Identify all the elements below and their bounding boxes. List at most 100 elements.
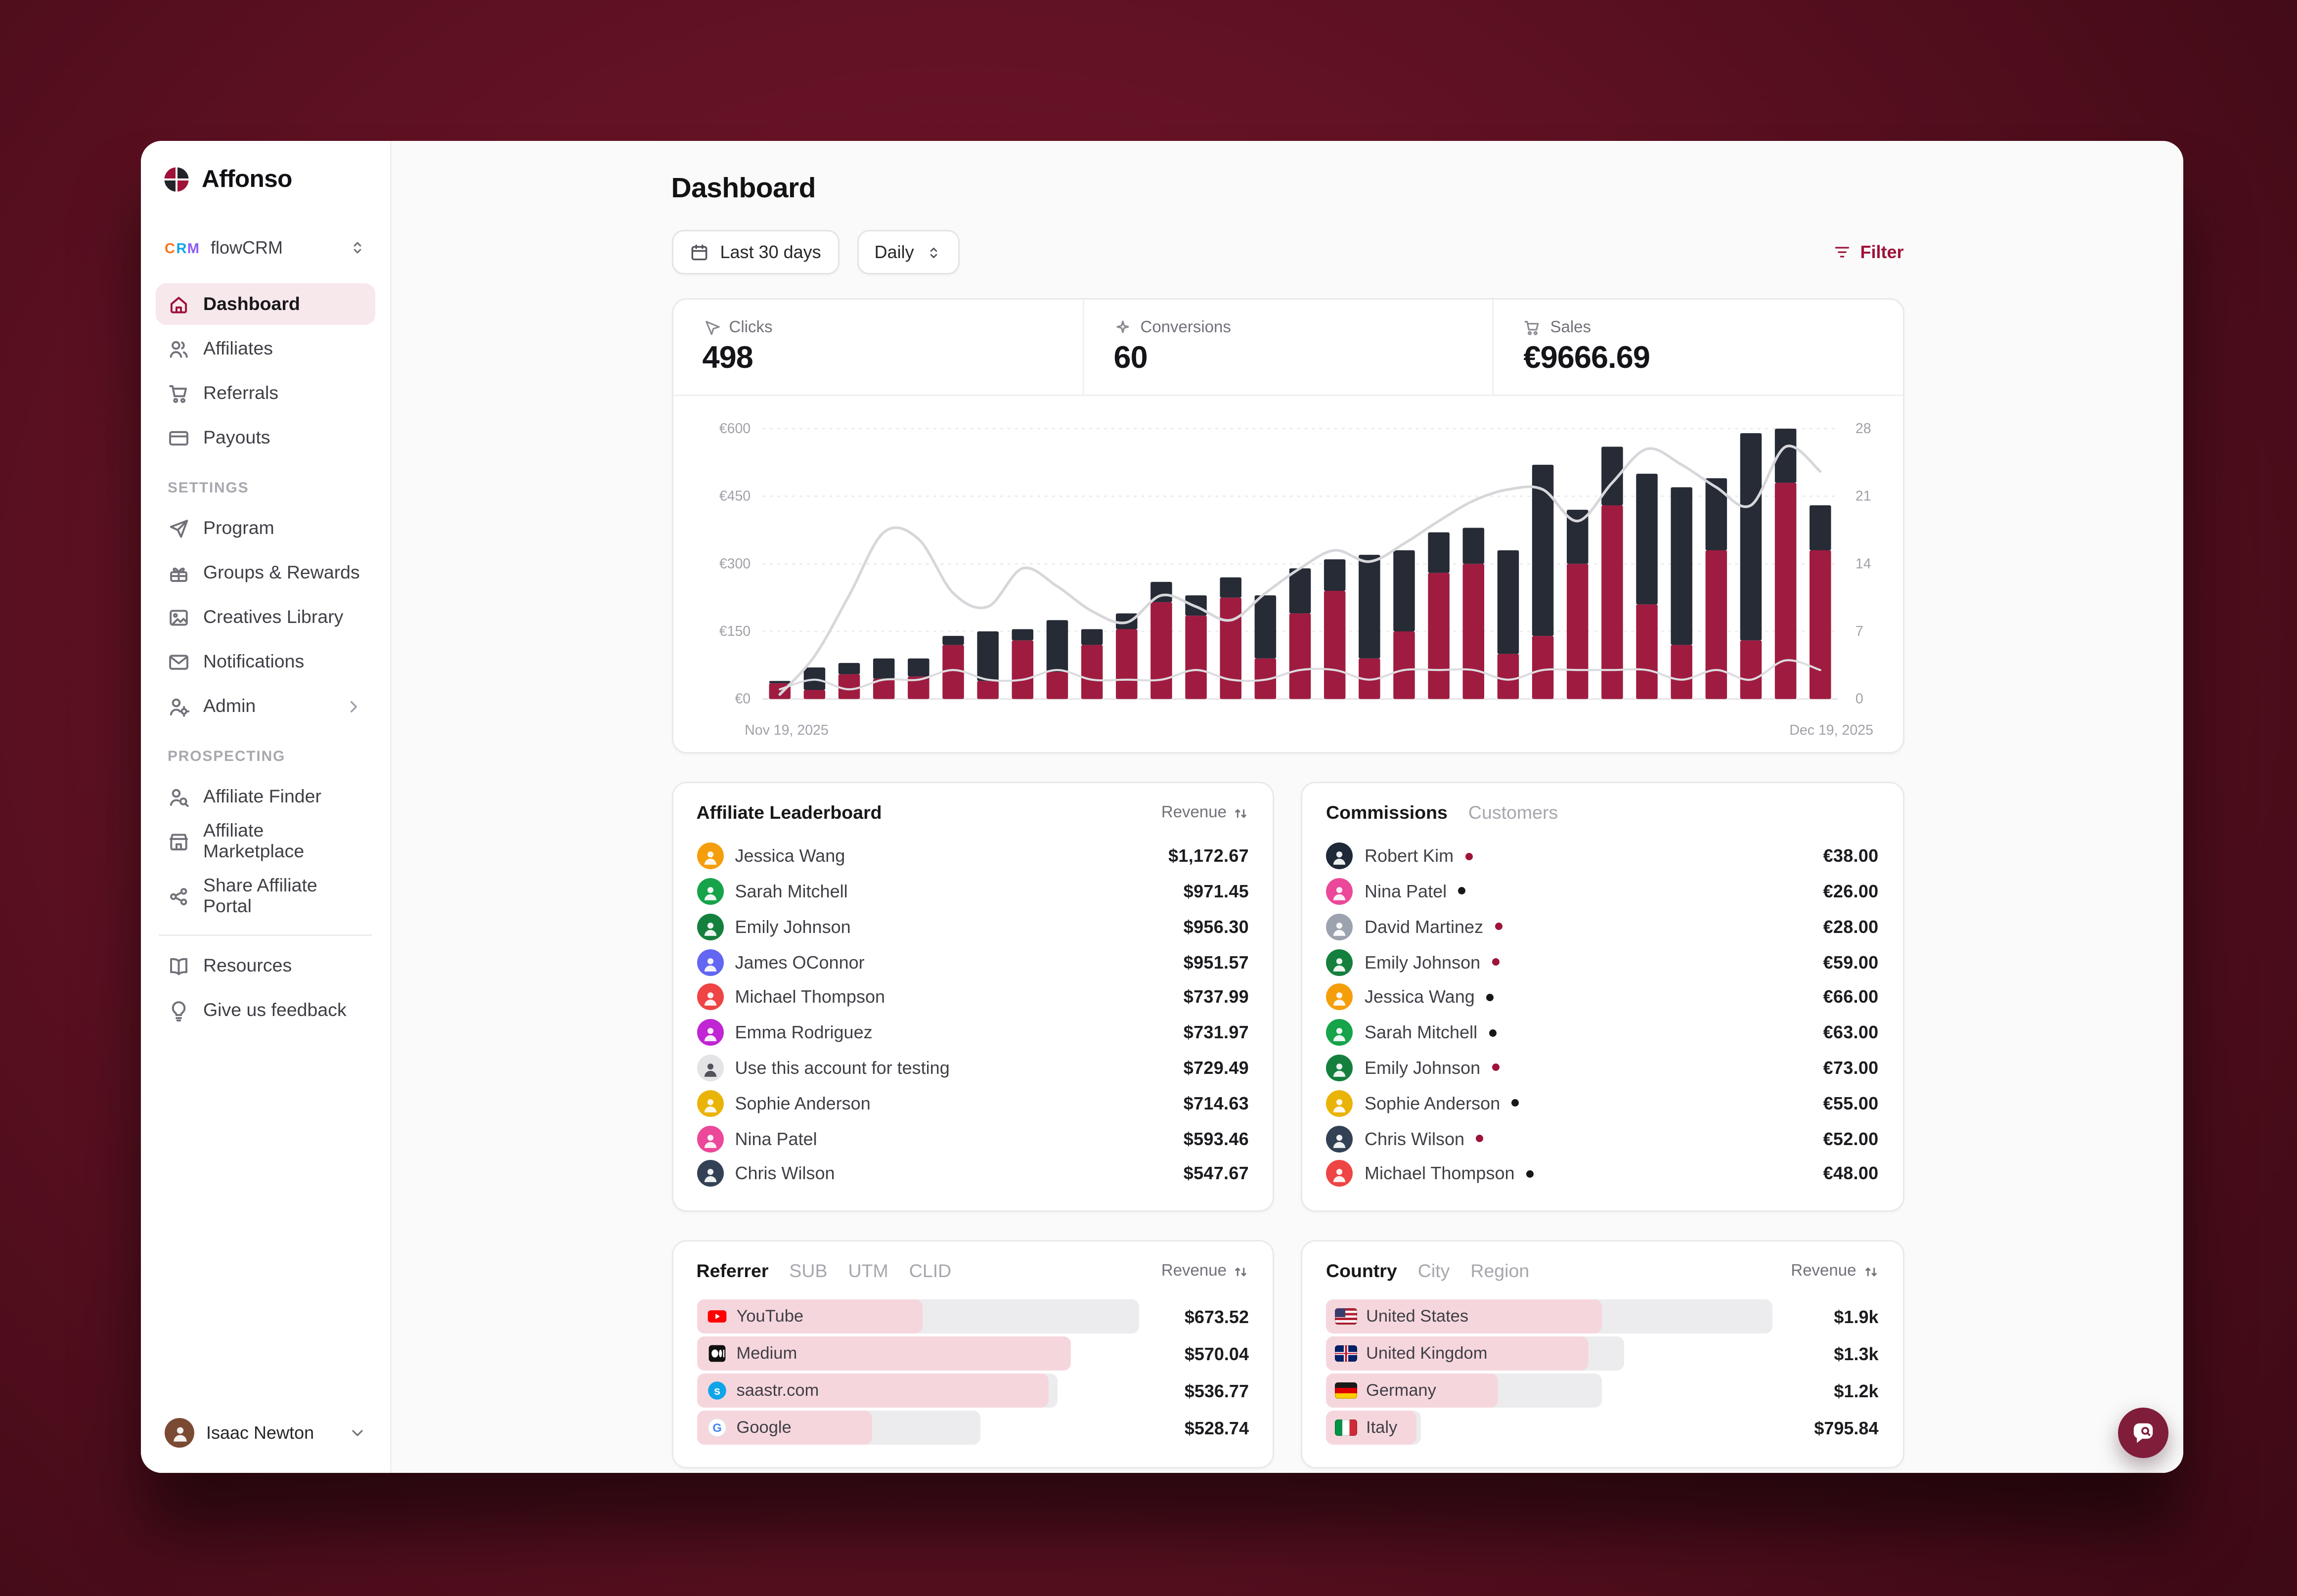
svg-text:R: R (177, 241, 187, 257)
sidebar-item[interactable]: Resources (156, 945, 375, 986)
granularity-label: Daily (874, 242, 914, 263)
commission-row[interactable]: Jessica Wang €66.00 (1326, 979, 1879, 1015)
commission-row[interactable]: Robert Kim €38.00 (1326, 839, 1879, 874)
card-tab[interactable]: UTM (848, 1261, 888, 1282)
user-menu[interactable]: Isaac Newton (156, 1411, 375, 1455)
svg-text:€300: €300 (718, 556, 750, 572)
leaderboard-row[interactable]: Emily Johnson $956.30 (696, 909, 1249, 944)
sidebar-item[interactable]: Program (156, 507, 375, 549)
country-row[interactable]: Italy $795.84 (1326, 1411, 1879, 1445)
bar-fill (1326, 1336, 1588, 1371)
sort-by-revenue[interactable]: Revenue (1791, 1263, 1878, 1281)
svg-text:€150: €150 (718, 623, 750, 639)
card-tab[interactable]: Country (1326, 1261, 1397, 1282)
leaderboard-row[interactable]: Emma Rodriguez $731.97 (696, 1015, 1249, 1050)
granularity-select[interactable]: Daily (856, 230, 960, 274)
sidebar-item[interactable]: Affiliates (156, 328, 375, 369)
country-row[interactable]: United States $1.9k (1326, 1299, 1879, 1334)
card-tab[interactable]: Region (1470, 1261, 1530, 1282)
leaderboard-row[interactable]: Nina Patel $593.46 (696, 1121, 1249, 1156)
nav-item-label: Affiliate Marketplace (203, 820, 305, 862)
sidebar-item[interactable]: Groups & Rewards (156, 552, 375, 593)
sidebar-item[interactable]: Notifications (156, 641, 375, 682)
leaderboard-row[interactable]: Sophie Anderson $714.63 (696, 1086, 1249, 1121)
commission-row[interactable]: David Martinez €28.00 (1326, 909, 1879, 944)
sidebar-item[interactable]: Give us feedback (156, 989, 375, 1031)
referrer-source-icon (706, 1306, 728, 1328)
card-tab[interactable]: Referrer (696, 1261, 769, 1282)
sidebar-item[interactable]: Affiliate Marketplace (156, 820, 375, 862)
affiliate-revenue: $971.45 (1183, 881, 1249, 902)
country-name: United Kingdom (1366, 1345, 1488, 1363)
avatar (1326, 1090, 1353, 1117)
card-tab[interactable]: Commissions (1326, 802, 1448, 824)
commission-row[interactable]: Michael Thompson €48.00 (1326, 1156, 1879, 1191)
support-chat-button[interactable] (2118, 1408, 2168, 1458)
country-revenue: $1.3k (1834, 1343, 1879, 1365)
avatar (696, 842, 723, 870)
person-icon (701, 955, 719, 973)
filter-button[interactable]: Filter (1833, 242, 1904, 263)
commission-row[interactable]: Sarah Mitchell €63.00 (1326, 1015, 1879, 1050)
sort-by-revenue[interactable]: Revenue (1161, 1263, 1249, 1281)
sidebar-divider (159, 934, 372, 936)
referrer-row[interactable]: s saastr.com $536.77 (696, 1374, 1249, 1408)
sort-icon (1233, 1263, 1249, 1280)
sidebar-item[interactable]: Affiliate Finder (156, 776, 375, 817)
country-revenue: $1.2k (1834, 1380, 1879, 1402)
date-range-label: Last 30 days (720, 242, 821, 263)
sidebar-item[interactable]: Admin (156, 685, 375, 727)
commission-row[interactable]: Emily Johnson €73.00 (1326, 1050, 1879, 1085)
referrer-row[interactable]: G Google $528.74 (696, 1411, 1249, 1445)
card-tab[interactable]: CLID (909, 1261, 952, 1282)
user-name: Isaac Newton (206, 1422, 314, 1443)
card-tab[interactable]: SUB (789, 1261, 828, 1282)
country-name: United States (1366, 1308, 1469, 1326)
status-dot (1492, 1064, 1500, 1072)
date-range-picker[interactable]: Last 30 days (671, 230, 839, 274)
country-row[interactable]: United Kingdom $1.3k (1326, 1336, 1879, 1371)
leaderboard-row[interactable]: James OConnor $951.57 (696, 944, 1249, 979)
sidebar-item[interactable]: Dashboard (156, 283, 375, 325)
sidebar-item[interactable]: Referrals (156, 372, 375, 414)
referrer-row[interactable]: YouTube $673.52 (696, 1299, 1249, 1334)
avatar (696, 984, 723, 1011)
nav-item-icon (168, 293, 190, 315)
country-flag-icon (1335, 1308, 1357, 1325)
country-revenue: $795.84 (1814, 1418, 1879, 1439)
nav-item-label: Creatives Library (203, 607, 344, 627)
chevron-updown-icon (926, 244, 942, 261)
commission-row[interactable]: Sophie Anderson €55.00 (1326, 1086, 1879, 1121)
avatar (1326, 1160, 1353, 1188)
sort-by-revenue[interactable]: Revenue (1161, 804, 1249, 822)
customer-name: Emily Johnson (1365, 1057, 1481, 1078)
referrer-row[interactable]: Medium $570.04 (696, 1336, 1249, 1371)
referrer-name: Google (736, 1419, 792, 1437)
sidebar-item[interactable]: Payouts (156, 417, 375, 458)
card-tab[interactable]: City (1417, 1261, 1450, 1282)
leaderboard-row[interactable]: Use this account for testing $729.49 (696, 1050, 1249, 1085)
nav-item-label: Notifications (203, 651, 305, 672)
svg-text:28: 28 (1855, 421, 1870, 437)
sidebar-item-share-portal[interactable]: Share Affiliate Portal (156, 875, 375, 917)
leaderboard-row[interactable]: Chris Wilson $547.67 (696, 1156, 1249, 1191)
referrer-source-icon: s (706, 1380, 728, 1402)
nav-item-label: Referrals (203, 383, 279, 403)
stat-label: Clicks (729, 319, 773, 337)
commission-row[interactable]: Chris Wilson €52.00 (1326, 1121, 1879, 1156)
card-tab[interactable]: Customers (1468, 802, 1558, 824)
commission-row[interactable]: Emily Johnson €59.00 (1326, 944, 1879, 979)
country-row[interactable]: Germany $1.2k (1326, 1374, 1879, 1408)
nav-item-label: Payouts (203, 427, 270, 448)
sidebar-item[interactable]: Creatives Library (156, 596, 375, 638)
commissions-tabs: Commissions Customers (1326, 803, 1558, 824)
leaderboard-row[interactable]: Jessica Wang $1,172.67 (696, 839, 1249, 874)
referrer-source-icon: G (706, 1417, 728, 1439)
commission-row[interactable]: Nina Patel €26.00 (1326, 874, 1879, 909)
leaderboard-row[interactable]: Sarah Mitchell $971.45 (696, 874, 1249, 909)
avatar (696, 913, 723, 940)
leaderboard-row[interactable]: Michael Thompson $737.99 (696, 979, 1249, 1015)
nav-item-label: Affiliates (203, 338, 273, 359)
